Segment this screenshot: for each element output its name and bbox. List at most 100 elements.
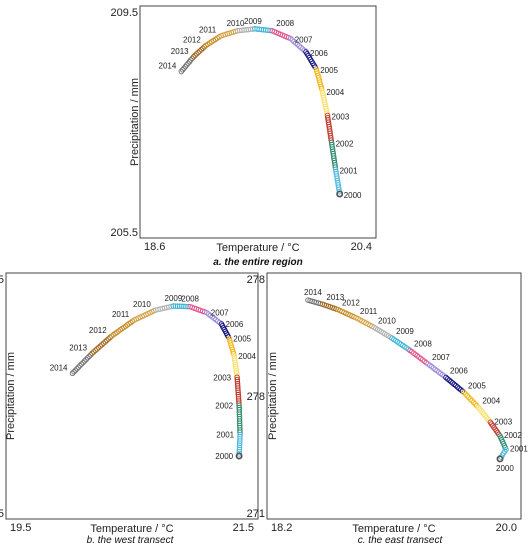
data-marker-2014	[72, 367, 79, 374]
data-marker-2005	[474, 402, 480, 409]
data-marker-2005	[467, 396, 474, 402]
data-marker-2000	[235, 452, 243, 460]
data-marker-2007	[291, 38, 297, 45]
data-marker-2000	[336, 191, 343, 197]
year-label: 2007	[432, 353, 450, 362]
year-label: 2008	[181, 295, 199, 304]
data-marker-2014	[78, 361, 85, 367]
data-marker-2004	[476, 406, 483, 412]
year-label: 2002	[504, 431, 522, 440]
year-label: 2010	[227, 19, 245, 28]
data-marker-2004	[478, 407, 484, 414]
x-tick-label: 20.0	[496, 522, 517, 534]
data-marker-2013	[190, 54, 197, 60]
data-marker-2004	[484, 416, 491, 422]
year-label: 2005	[468, 381, 486, 390]
data-marker-2013	[200, 45, 206, 52]
data-marker-2013	[196, 48, 203, 54]
data-marker-2004	[475, 404, 482, 411]
panel-caption: c. the east transect	[358, 535, 444, 546]
year-label: 2009	[244, 17, 262, 26]
year-label: 2013	[326, 293, 344, 302]
x-tick-label: 21.5	[233, 522, 254, 534]
y-tick-label: 205.5	[110, 227, 138, 239]
data-marker-2014	[178, 68, 185, 75]
data-marker-2013	[195, 49, 201, 56]
data-marker-2014	[86, 353, 92, 360]
data-marker-2007	[287, 35, 294, 42]
year-label: 2011	[360, 307, 378, 316]
y-tick-label: 145	[0, 274, 4, 286]
year-label: 2011	[112, 310, 130, 319]
year-label: 2006	[226, 320, 244, 329]
x-tick-label: 18.6	[144, 241, 165, 253]
y-tick-label: 278	[247, 274, 265, 286]
data-marker-2005	[470, 399, 477, 406]
year-label: 2001	[340, 167, 358, 176]
data-marker-2013	[102, 339, 108, 345]
data-marker-2013	[105, 336, 112, 342]
y-axis-label: Precipitation / mm	[129, 78, 141, 166]
data-marker-2014	[84, 355, 91, 361]
x-axis-label: Temperature / °C	[216, 242, 299, 254]
data-marker-2013	[89, 350, 95, 357]
data-marker-2014	[77, 362, 83, 369]
data-marker-2013	[90, 349, 97, 355]
year-label: 2000	[496, 464, 514, 473]
data-marker-2006	[459, 388, 466, 394]
year-label: 2012	[183, 36, 201, 45]
data-marker-2013	[192, 52, 198, 59]
data-marker-2013	[99, 341, 105, 348]
data-marker-2006	[454, 384, 461, 390]
data-marker-2013	[201, 44, 208, 50]
data-marker-2007	[296, 43, 302, 49]
data-marker-2005	[461, 389, 467, 396]
data-marker-2006	[448, 378, 454, 385]
year-label: 2000	[215, 452, 233, 461]
data-marker-2006	[446, 377, 453, 383]
data-marker-2006	[453, 382, 459, 389]
data-marker-2014	[181, 65, 187, 71]
data-marker-2007	[294, 41, 301, 48]
data-marker-2013	[104, 337, 110, 344]
year-label: 2010	[378, 316, 396, 325]
data-marker-2013	[198, 46, 204, 53]
x-tick-label: 20.4	[351, 241, 372, 253]
data-marker-2009	[181, 303, 187, 310]
year-label: 2004	[326, 88, 344, 97]
data-marker-2005	[464, 392, 470, 399]
data-marker-2014	[185, 60, 191, 67]
year-label: 2014	[159, 62, 177, 71]
x-axis-label: Temperature / °C	[352, 523, 435, 535]
data-marker-2007	[293, 40, 299, 46]
data-marker-2007	[289, 37, 296, 43]
data-marker-2006	[451, 381, 457, 388]
data-marker-2014	[183, 62, 190, 68]
x-axis-label: Temperature / °C	[90, 523, 173, 535]
data-marker-2013	[107, 334, 113, 341]
data-marker-2014	[71, 369, 77, 375]
plot-frame	[266, 272, 522, 520]
data-marker-2005	[466, 394, 472, 401]
data-marker-2004	[480, 411, 487, 417]
data-marker-2014	[74, 365, 80, 372]
year-label: 2014	[50, 363, 68, 372]
y-tick-label: 271	[247, 508, 265, 520]
plot-frame	[139, 5, 377, 239]
data-marker-2014	[69, 370, 76, 377]
year-label: 2003	[494, 417, 512, 426]
data-marker-2005	[472, 401, 478, 407]
data-marker-2014	[75, 364, 82, 370]
year-label: 2014	[304, 288, 322, 297]
year-label: 2002	[215, 401, 233, 410]
year-label: 2009	[396, 327, 414, 336]
year-label: 2008	[276, 19, 294, 28]
data-marker-2006	[449, 380, 456, 386]
data-marker-2005	[469, 397, 475, 404]
year-label: 2004	[238, 352, 256, 361]
data-marker-2014	[81, 358, 88, 364]
data-marker-2013	[95, 344, 102, 351]
data-marker-2013	[92, 347, 99, 354]
data-marker-2014	[188, 57, 194, 63]
